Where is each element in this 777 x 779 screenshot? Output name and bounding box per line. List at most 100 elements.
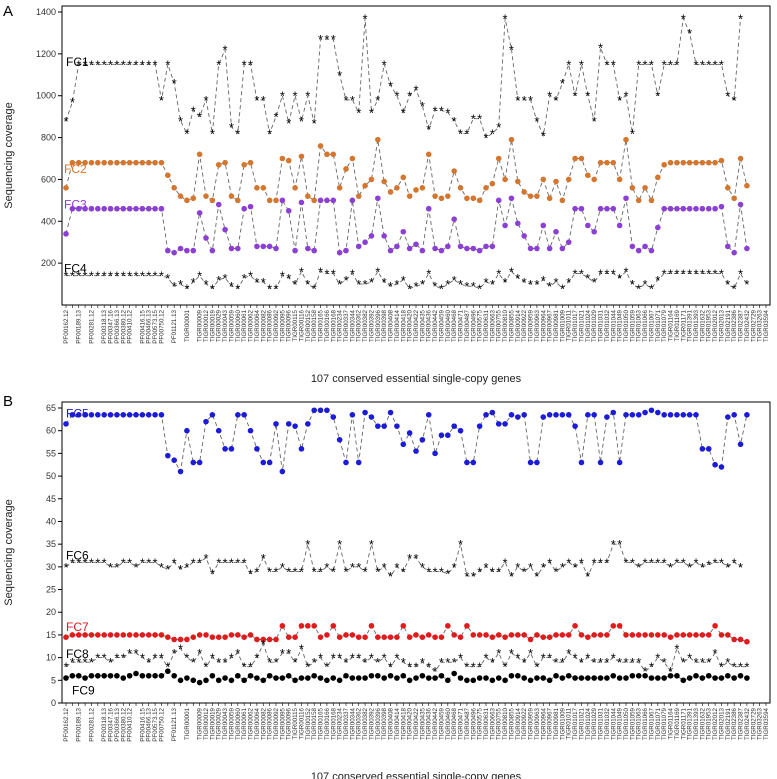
data-point [483,675,489,681]
data-point [254,243,260,250]
panel-A: A 200 400 600 800 1000 1200 1400 Sequencing cove… [3,3,771,385]
data-point: * [140,269,145,284]
data-point [75,412,82,418]
data-point: * [242,57,247,72]
y-tick-label: 40 [46,516,56,526]
data-point [610,205,617,212]
data-point [438,195,445,202]
data-point [394,243,400,250]
x-tick-label: TIGR00420 [407,707,414,740]
data-point: * [483,651,488,666]
x-tick-label: TIGR01031 [598,309,605,342]
data-point: * [114,269,119,284]
data-point [209,412,216,418]
x-tick-label: PF00410.12 [127,309,134,343]
data-point: * [312,655,317,670]
data-point: * [662,655,667,670]
data-point: * [388,660,393,675]
data-point: * [102,555,107,570]
data-point [171,185,177,191]
data-point: * [579,555,584,570]
data-point [483,412,489,418]
data-point [432,450,438,457]
x-tick-label: TIGR01059 [629,707,636,740]
y-tick-label: 10 [46,653,56,663]
data-point [705,446,712,452]
x-tick-label: TIGR00061 [241,707,248,740]
data-point: * [299,265,304,280]
data-point [744,182,750,189]
data-point: * [662,57,667,72]
data-point: * [337,68,342,83]
x-tick-label: PF00416.15 [139,309,146,343]
data-point: * [509,43,514,58]
data-point: * [471,660,476,675]
x-tick-label: TIGR01071 [655,707,662,740]
data-point: * [121,651,126,666]
data-point: * [433,279,438,294]
data-point [508,136,515,143]
y-tick-label: 65 [46,403,56,413]
data-point [718,157,725,164]
data-point [273,636,279,643]
data-point: * [248,57,253,72]
data-point [712,623,718,629]
data-point [152,672,158,679]
data-point [355,243,362,250]
x-tick-label: TIGR01171 [680,309,687,341]
data-point: * [636,57,641,72]
data-point: * [598,267,603,282]
data-point: * [165,562,170,577]
data-point [578,205,585,212]
data-point: * [426,564,431,579]
data-point: * [350,93,355,108]
data-point: * [471,569,476,584]
data-point [126,672,133,679]
data-point [527,677,534,684]
data-point: * [471,112,476,127]
data-point: * [108,57,113,72]
data-point: * [579,267,584,282]
data-point [635,412,642,418]
y-tick-label: 1000 [36,91,56,101]
data-point [343,632,349,638]
x-tick-label: PF01121.13 [171,309,178,343]
data-point [228,677,235,684]
data-point [311,247,317,254]
data-point: * [127,646,132,661]
data-point [553,412,559,418]
data-point: * [140,555,145,570]
data-point [578,675,585,681]
data-point [515,632,521,638]
x-tick-label: TIGR00442 [432,309,439,342]
data-point: * [299,564,304,579]
data-point: * [133,560,138,575]
x-tick-label: TIGR02191 [725,707,732,740]
data-point [737,441,744,448]
data-point: * [318,265,323,280]
data-point [604,205,610,212]
data-point: * [267,281,272,296]
data-point: * [503,275,508,290]
data-point [330,675,337,681]
data-point: * [331,267,336,282]
data-point: * [121,555,126,570]
data-point: * [191,655,196,670]
data-point [629,412,636,418]
data-point [75,159,82,166]
y-tick-label: 35 [46,539,56,549]
data-point: * [719,267,724,282]
y-tick-label: 15 [46,630,56,640]
data-point [648,675,655,681]
data-point [489,634,496,640]
data-point [629,185,636,191]
data-point [375,136,381,143]
data-point: * [706,558,711,573]
data-point [725,632,731,638]
data-point [190,459,197,466]
x-tick-label: TIGR00382 [362,707,369,740]
data-point [464,677,470,684]
data-point: * [407,660,412,675]
data-point [336,677,343,684]
data-point [655,174,661,181]
